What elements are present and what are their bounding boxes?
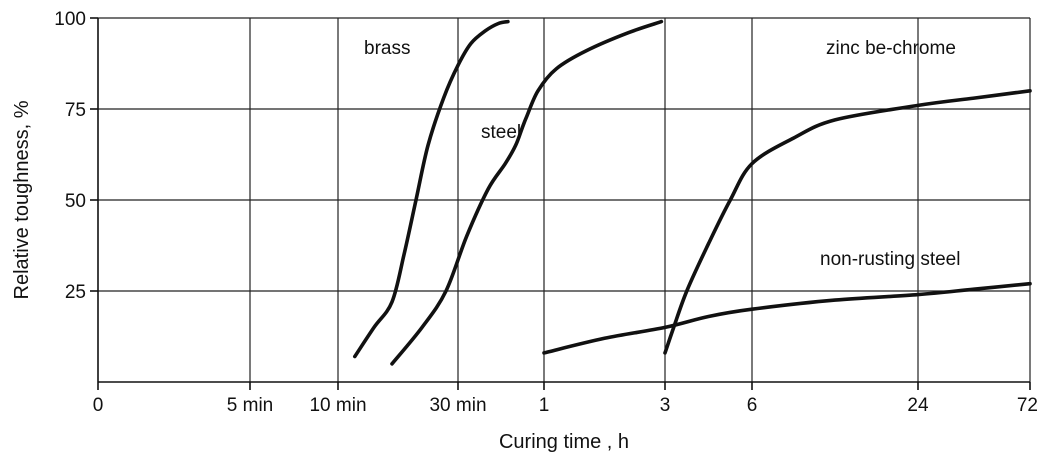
x-tick-label-3: 30 min — [429, 395, 486, 416]
series-line-steel — [390, 19, 664, 366]
x-tick-label-0: 0 — [93, 395, 104, 416]
curve-label-steel: steel — [481, 122, 521, 143]
x-tick-label-2: 10 min — [309, 395, 366, 416]
y-tick-label-100: 100 — [54, 9, 86, 30]
x-axis-title: Curing time , h — [499, 431, 629, 453]
x-tick-label-1: 5 min — [227, 395, 273, 416]
y-tick-label-75: 75 — [65, 100, 86, 121]
x-tick-label-6: 6 — [747, 395, 758, 416]
series-line-brass — [353, 19, 510, 359]
curve-label-zinc-be-chrome: zinc be-chrome — [826, 38, 956, 59]
grid-lines — [98, 17, 1031, 382]
x-tick-label-8: 72 — [1017, 395, 1038, 416]
x-tick-label-4: 1 — [539, 395, 550, 416]
y-axis-title: Relative toughness, % — [11, 100, 33, 299]
curve-label-non-rusting-steel: non-rusting steel — [820, 249, 960, 270]
x-tick-label-5: 3 — [660, 395, 671, 416]
x-tick-label-7: 24 — [907, 395, 929, 416]
series-line-zinc-be-chrome — [663, 89, 1032, 355]
tick-labels: 25 50 75 100 0 5 min 10 min 30 min 1 3 6 24 72 — [54, 9, 1038, 416]
y-tick-label-25: 25 — [65, 282, 86, 303]
y-tick-label-50: 50 — [65, 191, 86, 212]
axes — [90, 17, 1031, 390]
curve-label-brass: brass — [364, 38, 410, 59]
series-line-non-rusting-steel — [542, 281, 1032, 355]
series-curves — [353, 19, 1032, 366]
